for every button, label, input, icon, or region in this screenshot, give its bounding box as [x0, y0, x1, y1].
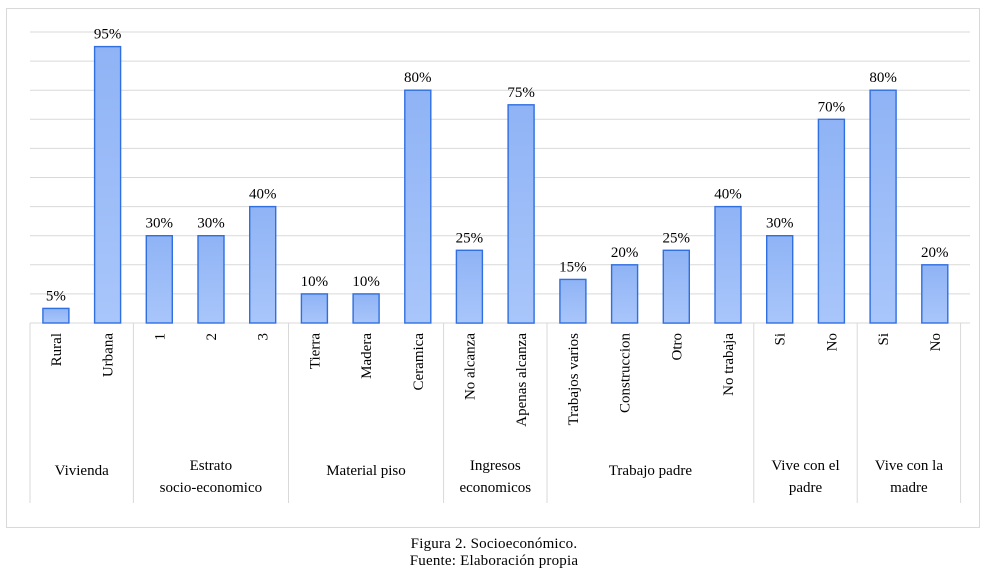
category-label: Madera [359, 333, 375, 379]
category-label: Rural [49, 333, 65, 366]
group-label: economicos [459, 480, 531, 496]
category-label: 3 [256, 333, 272, 341]
category-label: No [824, 333, 840, 351]
group-label: Material piso [326, 463, 406, 479]
figure-caption: Figura 2. Socioeconómico. [410, 536, 578, 552]
data-label: 40% [714, 187, 742, 203]
data-label: 20% [611, 245, 639, 261]
group-label: Vive con el [771, 458, 839, 474]
group-label: Trabajo padre [609, 463, 693, 479]
data-label: 25% [456, 230, 484, 246]
bar [714, 205, 742, 324]
group-label: socio-economico [160, 480, 262, 496]
category-label: Ceramica [411, 333, 427, 391]
data-label: 25% [663, 230, 691, 246]
category-label: Tierra [307, 333, 323, 369]
data-label: 40% [249, 187, 277, 203]
data-label: 20% [921, 245, 949, 261]
bar [610, 264, 639, 324]
bar [455, 249, 484, 324]
category-label: Si [876, 333, 892, 346]
bar [507, 104, 535, 324]
bar [145, 234, 174, 324]
category-label: Construccion [618, 333, 634, 413]
figure-source: Fuente: Elaboración propia [409, 553, 579, 569]
bar [817, 118, 846, 324]
bar [93, 45, 122, 324]
data-label: 30% [766, 216, 794, 232]
group-label: Vive con la [875, 458, 944, 474]
bar [921, 264, 949, 324]
group-label: Ingresos [470, 458, 521, 474]
data-label: 5% [46, 288, 66, 304]
group-label: Vivienda [55, 463, 109, 479]
data-label: 70% [818, 99, 846, 115]
bar [42, 307, 70, 324]
category-label: No [928, 333, 944, 351]
bar [766, 234, 794, 324]
bar [662, 249, 690, 324]
bar [559, 278, 587, 324]
group-label: madre [890, 480, 928, 496]
data-label: 75% [507, 85, 535, 101]
category-label: No alcanza [462, 333, 478, 400]
bar-chart: 5% Rural 95% Urbana Vivienda 30% 1 30% 2 40% 3 Estr… [29, 27, 970, 503]
category-label: Si [773, 333, 789, 346]
category-label: No trabaja [721, 333, 737, 396]
data-label: 10% [352, 274, 380, 290]
group-label: padre [789, 480, 823, 496]
category-label: 1 [152, 333, 168, 341]
bar [248, 205, 277, 324]
category-label: Trabajos varios [566, 333, 582, 426]
data-label: 15% [559, 259, 587, 275]
bar [869, 89, 897, 324]
category-label: 2 [204, 333, 220, 341]
category-label: Otro [669, 333, 685, 361]
bar [404, 89, 432, 324]
category-label: Urbana [101, 333, 117, 377]
group-label: Estrato [190, 458, 233, 474]
category-label: Apenas alcanza [514, 333, 530, 427]
bar [352, 293, 380, 324]
data-label: 30% [197, 216, 225, 232]
data-label: 10% [301, 274, 329, 290]
data-label: 95% [94, 27, 122, 43]
data-label: 80% [869, 70, 897, 86]
data-label: 80% [404, 70, 432, 86]
bar [197, 234, 225, 324]
chart-frame [6, 8, 980, 528]
data-label: 30% [146, 216, 174, 232]
bar [300, 293, 329, 324]
